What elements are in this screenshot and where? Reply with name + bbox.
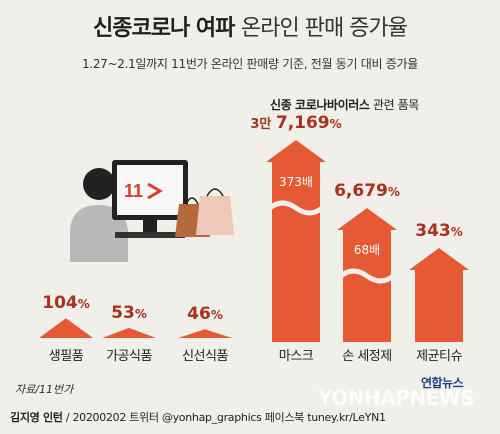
value-label-2: 46%	[187, 304, 223, 325]
category-label-2: 신선식품	[182, 349, 228, 364]
multiplier-1: 68배	[353, 243, 381, 257]
category-label-r1: 손 세정제	[342, 349, 392, 364]
chart-title: 신종코로나 여파 온라인 판매 증가율	[0, 10, 500, 42]
category-label-0: 생필품	[48, 349, 84, 364]
watermark: YONHAPNEWS	[318, 386, 475, 410]
title-light: 온라인 판매 증가율	[241, 16, 408, 41]
keyboard	[115, 232, 185, 238]
chart-subtitle: 1.27~2.1일까지 11번가 온라인 판매량 기준, 전월 동기 대비 증가…	[81, 57, 419, 71]
title-bold: 신종코로나 여파	[93, 16, 235, 41]
value-label-0: 104%	[42, 293, 90, 314]
related-items-label: 신종 코로나바이러스 관련 품목	[270, 98, 419, 112]
value-label-r1: 6,679%	[334, 181, 400, 201]
value-label-1: 53%	[111, 302, 147, 323]
bar-생필품	[39, 318, 93, 338]
bar-신선식품	[178, 329, 232, 338]
bar-제균티슈	[409, 248, 469, 342]
value-label-r2: 343%	[415, 221, 463, 241]
yonhap-logo: 연합뉴스	[421, 376, 464, 390]
bar-가공식품	[102, 327, 156, 338]
category-label-r0: 마스크	[278, 349, 314, 364]
shopping-bag-icon-2	[196, 196, 234, 235]
screen-logo-text: 11	[124, 181, 143, 201]
monitor-screen	[117, 165, 183, 215]
multiplier-0: 373배	[279, 175, 313, 189]
value-label-r0: 3만 7,169%	[250, 113, 342, 133]
bar-마스크	[266, 140, 326, 342]
axis-break-1	[339, 268, 395, 284]
credits: 김지영 인턴 / 20200202 트위터 @yonhap_graphics 페…	[10, 411, 386, 424]
person-hair	[83, 168, 115, 200]
source-note: 자료/11번가	[15, 383, 74, 396]
screen-arrow-icon	[147, 182, 163, 200]
shopping-illustration: 11	[70, 160, 234, 262]
category-label-1: 가공식품	[106, 349, 152, 364]
monitor-stand	[143, 220, 157, 232]
category-label-r2: 제균티슈	[416, 349, 462, 364]
axis-break-0	[268, 200, 324, 216]
